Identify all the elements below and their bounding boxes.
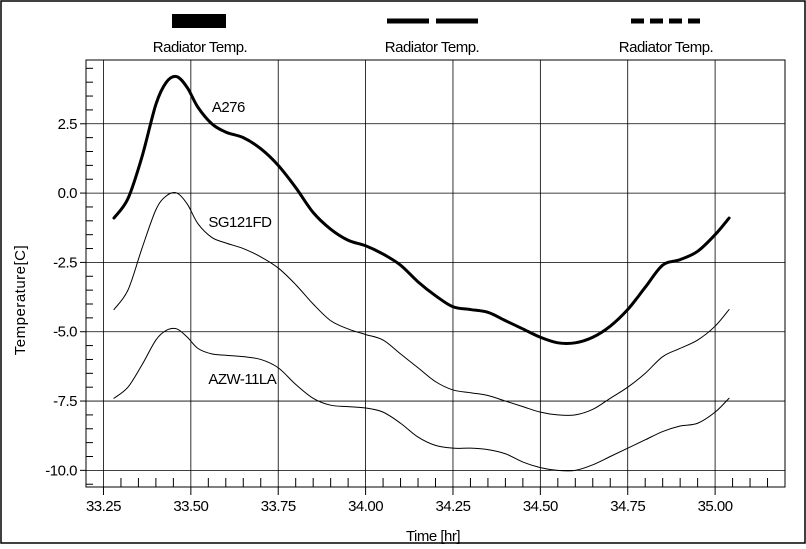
series-line-azw-11la (113, 327, 730, 472)
x-tick-label: 33.25 (86, 498, 121, 515)
legend-label-3: Radiator Temp. (619, 39, 713, 56)
y-tick-label: -2.5 (53, 254, 77, 271)
legend-label-1: Radiator Temp. (153, 39, 247, 56)
legend-label-2: Radiator Temp. (385, 39, 479, 56)
legend-swatch-thick-solid (172, 14, 226, 28)
x-tick-label: 34.50 (523, 498, 558, 515)
series-annotation: A276 (212, 99, 245, 116)
legend: Radiator Temp. Radiator Temp. Radiator T… (153, 14, 714, 56)
y-tick-label: -7.5 (53, 393, 77, 410)
y-axis-label: Temperature[C] (12, 245, 29, 355)
tick-layer: 33.25 33.50 33.75 34.00 34.25 34.50 34.75 35.00… (45, 67, 786, 515)
series-annotation: AZW-11LA (208, 371, 276, 388)
y-tick-label: -5.0 (53, 324, 77, 341)
series-line-sg121fd (113, 192, 730, 416)
x-tick-label: 34.75 (610, 498, 645, 515)
series-annotation: SG121FD (208, 214, 272, 231)
x-tick-label: 35.00 (698, 498, 733, 515)
series-layer (112, 74, 731, 472)
y-tick-label: 0.0 (58, 185, 78, 202)
series-line-a276 (112, 74, 731, 346)
x-tick-label: 33.50 (173, 498, 208, 515)
x-axis-label: Time [hr] (406, 528, 460, 544)
x-tick-label: 33.75 (261, 498, 296, 515)
y-tick-label: 2.5 (58, 116, 78, 133)
label-layer: A276 SG121FD AZW-11LA (208, 99, 277, 388)
grid-layer (86, 60, 785, 487)
x-tick-label: 34.25 (435, 498, 470, 515)
y-tick-label: -10.0 (45, 462, 77, 479)
x-tick-label: 34.00 (348, 498, 383, 515)
